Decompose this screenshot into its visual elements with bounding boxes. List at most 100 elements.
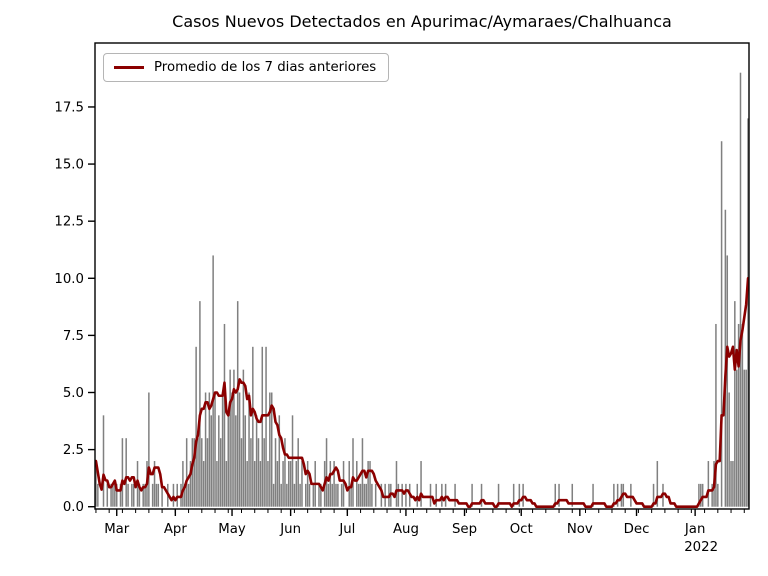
daily-cases-bar [735, 369, 738, 507]
daily-cases-bar [255, 415, 258, 507]
daily-cases-bar [132, 483, 135, 507]
daily-cases-bar [401, 483, 403, 507]
daily-cases-bar [715, 323, 717, 507]
x-tick-label: Apr [164, 522, 188, 537]
daily-cases-bar [276, 461, 279, 507]
daily-cases-bar [405, 483, 407, 507]
daily-cases-bar [95, 461, 97, 507]
x-tick-label: May [218, 522, 246, 537]
daily-cases-bar [221, 392, 224, 507]
daily-cases-bar [707, 461, 710, 507]
x-tick-label: Dec [624, 522, 650, 537]
y-tick-label: 17.5 [54, 100, 84, 115]
daily-cases-bar [102, 415, 105, 507]
average-line [94, 276, 750, 509]
daily-cases-bar [185, 438, 188, 507]
daily-cases-bar [732, 461, 734, 507]
daily-cases-bar [127, 483, 129, 507]
daily-cases-bar [110, 483, 112, 507]
daily-cases-bar [497, 483, 500, 507]
daily-cases-bar [435, 483, 437, 507]
daily-cases-bar [337, 483, 339, 507]
daily-cases-bar [97, 483, 99, 507]
daily-cases-bar [272, 483, 275, 507]
daily-cases-bar [558, 483, 560, 507]
daily-cases-bar [212, 255, 214, 507]
daily-cases-bar [235, 415, 237, 507]
daily-cases-bar [356, 461, 358, 507]
daily-cases-bar [240, 438, 243, 507]
daily-cases-bar [151, 483, 154, 507]
daily-cases-bar [352, 438, 354, 507]
daily-cases-bar [187, 483, 190, 507]
daily-cases-bar [613, 483, 615, 507]
x-tick-label: Jan [684, 522, 706, 537]
daily-cases-bar [471, 483, 473, 507]
daily-cases-bar [172, 483, 175, 507]
daily-cases-bar [741, 323, 744, 507]
daily-cases-bar [734, 301, 736, 507]
daily-cases-bar [616, 483, 619, 507]
y-tick-label: 12.5 [54, 215, 84, 230]
daily-cases-bar [367, 461, 369, 507]
daily-cases-bar [743, 369, 746, 507]
daily-cases-bar [522, 483, 524, 507]
daily-cases-bar [512, 483, 515, 507]
year-label: 2022 [684, 540, 718, 555]
daily-cases-bar [252, 346, 254, 507]
daily-cases-bar [197, 438, 199, 507]
daily-cases-bar [265, 346, 267, 507]
daily-cases-bar [202, 461, 205, 507]
daily-cases-bar [318, 483, 320, 507]
daily-cases-bar [299, 483, 301, 507]
daily-cases-bar [274, 438, 277, 507]
daily-cases-bar [121, 438, 124, 507]
daily-cases-bar [114, 483, 116, 507]
daily-cases-bar [195, 346, 197, 507]
daily-cases-bar [231, 392, 233, 507]
daily-cases-bar [717, 483, 719, 507]
daily-cases-bar [380, 483, 383, 507]
daily-cases-bar [739, 72, 742, 507]
daily-cases-bar [295, 461, 298, 507]
x-tick-label: Jul [338, 522, 355, 537]
daily-cases-bar [320, 483, 322, 507]
daily-cases-bar [250, 438, 252, 507]
daily-cases-bar [289, 461, 292, 507]
daily-cases-bar [737, 323, 740, 507]
daily-cases-bar [157, 483, 160, 507]
daily-cases-bar [592, 483, 594, 507]
daily-cases-bar [119, 483, 122, 507]
daily-cases-bar [142, 483, 144, 507]
y-tick-label: 15.0 [54, 158, 84, 173]
daily-cases-bar [416, 483, 419, 507]
y-tick-label: 2.5 [63, 443, 84, 458]
daily-cases-bar [257, 438, 260, 507]
legend: Promedio de los 7 dias anteriores [103, 53, 390, 82]
daily-cases-bar [747, 118, 749, 507]
daily-cases-bar [263, 438, 265, 507]
legend-line-sample [114, 66, 144, 69]
daily-cases-bar [350, 483, 352, 507]
daily-cases-bar [238, 392, 241, 507]
daily-cases-bar [246, 461, 248, 507]
daily-cases-bar [182, 461, 184, 507]
daily-cases-bar [225, 461, 228, 507]
chart-title: Casos Nuevos Detectados en Apurimac/Ayma… [172, 12, 672, 31]
y-tick-label: 5.0 [63, 386, 84, 401]
daily-cases-bar [267, 461, 269, 507]
daily-cases-bar [259, 461, 262, 507]
daily-cases-bar [223, 323, 226, 507]
daily-cases-bar [305, 483, 307, 507]
daily-cases-bar [342, 461, 345, 507]
daily-cases-bar [244, 415, 247, 507]
daily-cases-bar [301, 461, 303, 507]
daily-cases-bar [374, 483, 377, 507]
x-tick-label: Nov [567, 522, 593, 537]
daily-cases-bar [306, 461, 309, 507]
daily-cases-bar [236, 301, 239, 507]
daily-cases-bar [161, 483, 163, 507]
daily-cases-bar [726, 255, 729, 507]
daily-cases-bar [700, 483, 702, 507]
